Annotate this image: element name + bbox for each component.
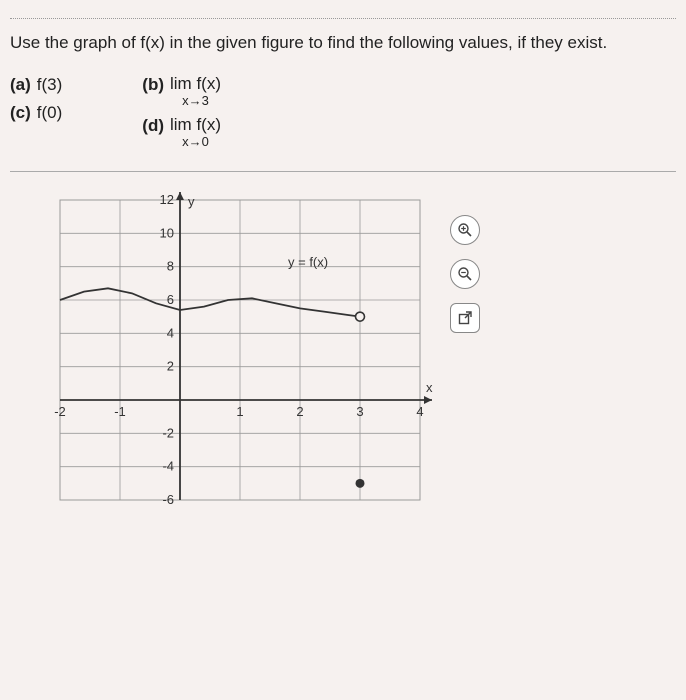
svg-text:3: 3 [356,404,363,419]
svg-text:2: 2 [296,404,303,419]
part-a-expr: f(3) [37,75,63,95]
part-c-expr: f(0) [37,103,63,123]
svg-text:x: x [426,380,433,395]
svg-text:8: 8 [167,259,174,274]
zoom-in-button[interactable] [450,215,480,245]
graph: -2-11234-6-4-224681012xyy = f(x) [20,190,440,520]
part-d-approach: x→0 [170,135,221,149]
svg-text:-6: -6 [162,492,174,507]
part-b: (b) lim f(x) x→3 [142,75,221,108]
zoom-out-icon [457,266,473,282]
svg-text:2: 2 [167,359,174,374]
zoom-out-button[interactable] [450,259,480,289]
part-a: (a) f(3) [10,75,62,95]
part-d-lim: lim f(x) [170,115,221,134]
divider [10,171,676,172]
svg-text:-4: -4 [162,459,174,474]
parts-list: (a) f(3) (c) f(0) (b) lim f(x) x→3 (d) l… [10,75,676,157]
part-d-label: (d) [142,116,164,136]
zoom-in-icon [457,222,473,238]
svg-text:1: 1 [236,404,243,419]
svg-text:6: 6 [167,292,174,307]
question-prompt: Use the graph of f(x) in the given figur… [10,33,676,53]
svg-text:-2: -2 [162,425,174,440]
part-c: (c) f(0) [10,103,62,123]
svg-text:10: 10 [160,225,174,240]
popout-icon [458,311,472,325]
svg-text:-2: -2 [54,404,66,419]
popout-button[interactable] [450,303,480,333]
svg-text:y: y [188,194,195,209]
svg-text:4: 4 [416,404,423,419]
part-b-lim: lim f(x) [170,74,221,93]
part-b-label: (b) [142,75,164,95]
part-b-approach: x→3 [170,94,221,108]
part-d: (d) lim f(x) x→0 [142,116,221,149]
part-a-label: (a) [10,75,31,95]
svg-text:-1: -1 [114,404,126,419]
svg-text:12: 12 [160,192,174,207]
svg-text:4: 4 [167,325,174,340]
svg-text:y = f(x): y = f(x) [288,255,328,270]
part-c-label: (c) [10,103,31,123]
